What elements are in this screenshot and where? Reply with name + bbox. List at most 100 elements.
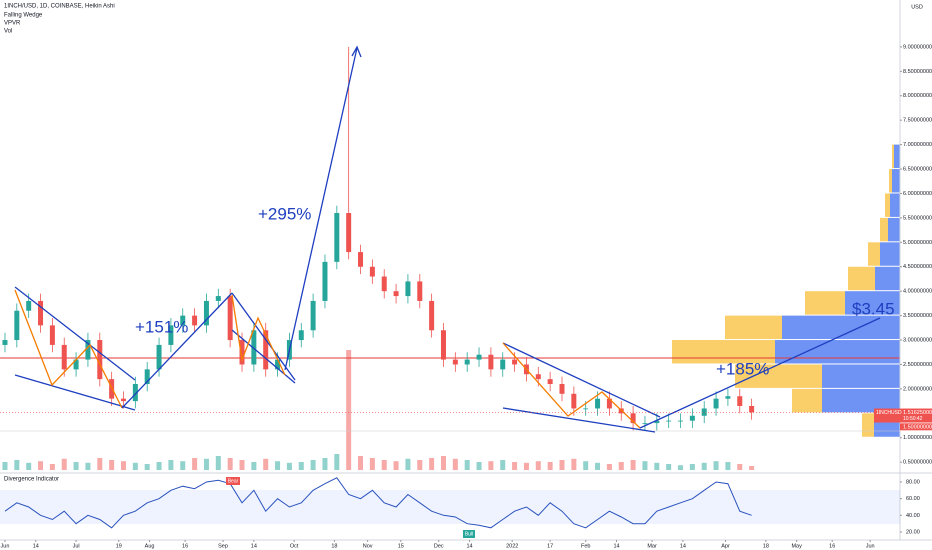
volume-bar bbox=[559, 460, 565, 470]
profile-up bbox=[892, 169, 900, 193]
volume-bar bbox=[500, 460, 506, 470]
candle-body bbox=[310, 300, 316, 331]
x-tick-label: 16 bbox=[829, 543, 835, 549]
volume-bar bbox=[452, 458, 458, 470]
profile-down bbox=[880, 217, 888, 242]
candle-body bbox=[595, 398, 601, 409]
zigzag bbox=[14, 289, 123, 409]
volume-bar bbox=[263, 458, 269, 470]
price-tag-label: 1.51625000 bbox=[903, 410, 932, 416]
y-tick-label: 8.50000000 bbox=[903, 69, 932, 75]
volume-bar bbox=[132, 462, 138, 470]
signal-label: Bull bbox=[465, 531, 473, 537]
volume-bar bbox=[358, 456, 364, 470]
candle-body bbox=[227, 296, 233, 341]
candle-body bbox=[666, 420, 672, 422]
wedge-line bbox=[502, 342, 661, 418]
profile-up bbox=[782, 315, 900, 340]
volume-bar bbox=[630, 460, 636, 470]
volume-bar bbox=[120, 461, 126, 470]
x-tick-label: 14 bbox=[613, 543, 619, 549]
candle-body bbox=[346, 213, 352, 253]
profile-down bbox=[868, 242, 880, 266]
profile-up bbox=[822, 364, 900, 388]
x-tick-label: 15 bbox=[398, 543, 404, 549]
y-tick-label: 4.00000000 bbox=[903, 289, 932, 295]
currency: USD bbox=[911, 4, 923, 10]
y-tick-label: 6.50000000 bbox=[903, 166, 932, 172]
arrow bbox=[284, 47, 358, 371]
volume-bar bbox=[737, 464, 743, 470]
volume-bar bbox=[227, 458, 233, 470]
volume-bar bbox=[488, 461, 494, 470]
volume-bar bbox=[547, 462, 553, 470]
volume-bar bbox=[85, 462, 91, 470]
x-tick-label: 18 bbox=[763, 543, 769, 549]
volume-bar bbox=[595, 462, 601, 470]
osc-line bbox=[4, 477, 752, 529]
volume-bar bbox=[168, 460, 174, 470]
x-tick-label: 18 bbox=[331, 543, 337, 549]
candle-body bbox=[559, 384, 565, 394]
annotation: $3.45 bbox=[852, 299, 895, 318]
y-tick-label: 9.00000000 bbox=[903, 44, 932, 50]
y-tick-label: 7.00000000 bbox=[903, 142, 932, 148]
volume-bar bbox=[618, 462, 624, 470]
price-axis bbox=[900, 0, 932, 550]
wedge-line bbox=[502, 407, 656, 433]
volume-bar bbox=[512, 462, 518, 470]
osc-tick-label: 60.00 bbox=[906, 496, 920, 502]
y-tick-label: 6.00000000 bbox=[903, 191, 932, 197]
volume-bar bbox=[725, 462, 731, 470]
volume-bar bbox=[535, 461, 541, 470]
marker-label: 1.50000000 bbox=[903, 424, 932, 430]
candle-body bbox=[263, 330, 269, 370]
volume-bar bbox=[73, 462, 79, 470]
y-tick-label: 5.00000000 bbox=[903, 240, 932, 246]
candle-body bbox=[49, 325, 55, 345]
x-tick-label: 16 bbox=[182, 543, 188, 549]
volume-bar bbox=[642, 461, 648, 470]
candle-body bbox=[334, 213, 340, 262]
volume-bar bbox=[571, 458, 577, 470]
symbol: 1INCH/USD, 1D, COINBASE, Heikin Ashi bbox=[4, 4, 115, 10]
indicator: Vol bbox=[4, 29, 12, 35]
y-tick-label: 8.00000000 bbox=[903, 93, 932, 99]
candle-body bbox=[488, 354, 494, 370]
candle-body bbox=[689, 415, 695, 421]
drawings bbox=[14, 45, 881, 433]
candle-body bbox=[429, 300, 435, 331]
candle-body bbox=[535, 374, 541, 380]
candle-body bbox=[725, 396, 731, 399]
x-tick-label: 14 bbox=[466, 543, 472, 549]
y-tick-label: 7.50000000 bbox=[903, 118, 932, 124]
candle-body bbox=[417, 281, 423, 301]
volume-bar bbox=[654, 462, 660, 470]
volume-bar bbox=[405, 458, 411, 470]
volume-bar bbox=[523, 462, 529, 470]
candle-body bbox=[547, 379, 553, 385]
candle-body bbox=[476, 354, 482, 360]
profile-down bbox=[848, 266, 875, 291]
candle-body bbox=[61, 344, 67, 370]
volume-bar bbox=[144, 464, 150, 470]
candle-body bbox=[14, 310, 20, 341]
x-tick-label: Dec bbox=[434, 543, 444, 549]
candle-body bbox=[654, 420, 660, 424]
y-tick-label: 0.50000000 bbox=[903, 460, 932, 466]
candle-body bbox=[38, 300, 44, 326]
y-tick-label: 4.50000000 bbox=[903, 264, 932, 270]
profile-up bbox=[890, 193, 900, 217]
volume-bar bbox=[476, 462, 482, 470]
x-tick-label: Feb bbox=[581, 543, 590, 549]
volume-bar bbox=[689, 464, 695, 470]
indicator: VPVR bbox=[4, 21, 21, 27]
candle-body bbox=[393, 291, 399, 297]
price-tag-symbol: 1INCHUSD bbox=[876, 410, 902, 416]
signal-tag bbox=[226, 477, 240, 485]
wedge-line bbox=[14, 286, 136, 381]
volume-bar bbox=[440, 456, 446, 470]
candle-body bbox=[203, 300, 209, 326]
candle-body bbox=[298, 330, 304, 341]
